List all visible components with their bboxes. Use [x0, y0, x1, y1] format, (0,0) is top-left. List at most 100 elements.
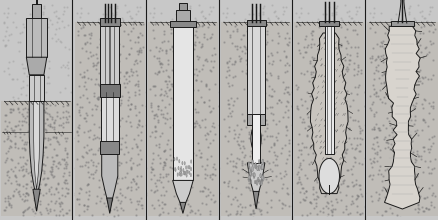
Point: [337, 66, 344, 70]
Point: [46, 138, 53, 141]
Point: [388, 83, 395, 86]
Point: [340, 155, 347, 158]
Point: [369, 125, 376, 129]
Point: [272, 122, 279, 126]
Point: [40, 164, 47, 167]
Point: [174, 208, 181, 211]
Point: [161, 103, 168, 106]
Point: [137, 157, 144, 161]
Point: [93, 56, 100, 59]
Point: [249, 209, 256, 213]
Point: [177, 147, 184, 151]
Point: [404, 127, 411, 130]
Point: [400, 204, 407, 207]
Point: [299, 56, 306, 59]
Point: [109, 73, 116, 77]
Point: [321, 101, 328, 104]
Point: [308, 32, 315, 35]
Point: [384, 181, 391, 185]
Point: [357, 60, 364, 63]
Point: [417, 39, 424, 42]
Point: [59, 188, 66, 191]
Point: [51, 122, 58, 125]
Point: [359, 90, 366, 94]
Point: [51, 208, 58, 211]
Point: [162, 148, 169, 152]
Point: [62, 193, 69, 197]
Point: [48, 199, 55, 203]
Point: [183, 162, 190, 165]
Point: [44, 111, 51, 114]
Point: [130, 139, 137, 142]
Point: [333, 167, 340, 171]
Point: [9, 104, 16, 108]
Point: [198, 165, 205, 168]
Point: [428, 100, 435, 104]
Point: [210, 66, 217, 70]
Point: [157, 99, 164, 102]
Point: [315, 25, 322, 28]
Point: [86, 128, 93, 131]
Point: [406, 133, 413, 137]
Point: [373, 55, 380, 58]
Point: [304, 11, 311, 15]
Point: [224, 65, 231, 69]
Point: [33, 114, 40, 118]
Point: [187, 111, 194, 114]
Point: [145, 132, 152, 136]
Point: [282, 55, 289, 59]
Circle shape: [251, 166, 253, 172]
Point: [331, 127, 338, 130]
Point: [321, 192, 328, 196]
Point: [302, 50, 309, 53]
Point: [78, 33, 85, 37]
Point: [76, 114, 83, 117]
Point: [386, 67, 393, 70]
Point: [318, 118, 325, 122]
Point: [38, 125, 45, 128]
Point: [265, 61, 272, 64]
Point: [265, 161, 272, 165]
Point: [96, 170, 103, 174]
Point: [98, 109, 105, 113]
Point: [159, 175, 166, 179]
Point: [112, 78, 119, 81]
Point: [306, 201, 313, 204]
Point: [14, 77, 21, 81]
Point: [102, 83, 109, 87]
Point: [270, 33, 277, 36]
Point: [64, 23, 71, 27]
Point: [157, 108, 164, 112]
Point: [372, 113, 379, 117]
Point: [191, 187, 198, 190]
Polygon shape: [310, 33, 347, 194]
Point: [21, 209, 28, 213]
Point: [389, 170, 396, 174]
Point: [152, 112, 159, 116]
Circle shape: [184, 161, 185, 165]
Point: [358, 205, 365, 209]
Circle shape: [179, 173, 180, 176]
Point: [402, 23, 409, 26]
Point: [11, 134, 18, 138]
Point: [46, 189, 53, 193]
Point: [398, 100, 405, 104]
Point: [309, 192, 316, 196]
Point: [328, 138, 335, 141]
Point: [151, 93, 158, 97]
Point: [414, 194, 421, 198]
Point: [134, 41, 141, 44]
Point: [208, 177, 215, 181]
Point: [57, 100, 64, 103]
Point: [12, 175, 19, 179]
Point: [292, 132, 299, 136]
Point: [3, 26, 10, 29]
Point: [161, 105, 168, 109]
Point: [367, 60, 374, 63]
Point: [39, 177, 46, 180]
Point: [249, 13, 256, 16]
Point: [49, 162, 57, 166]
Point: [42, 110, 49, 114]
Point: [124, 33, 131, 36]
Point: [24, 158, 31, 162]
